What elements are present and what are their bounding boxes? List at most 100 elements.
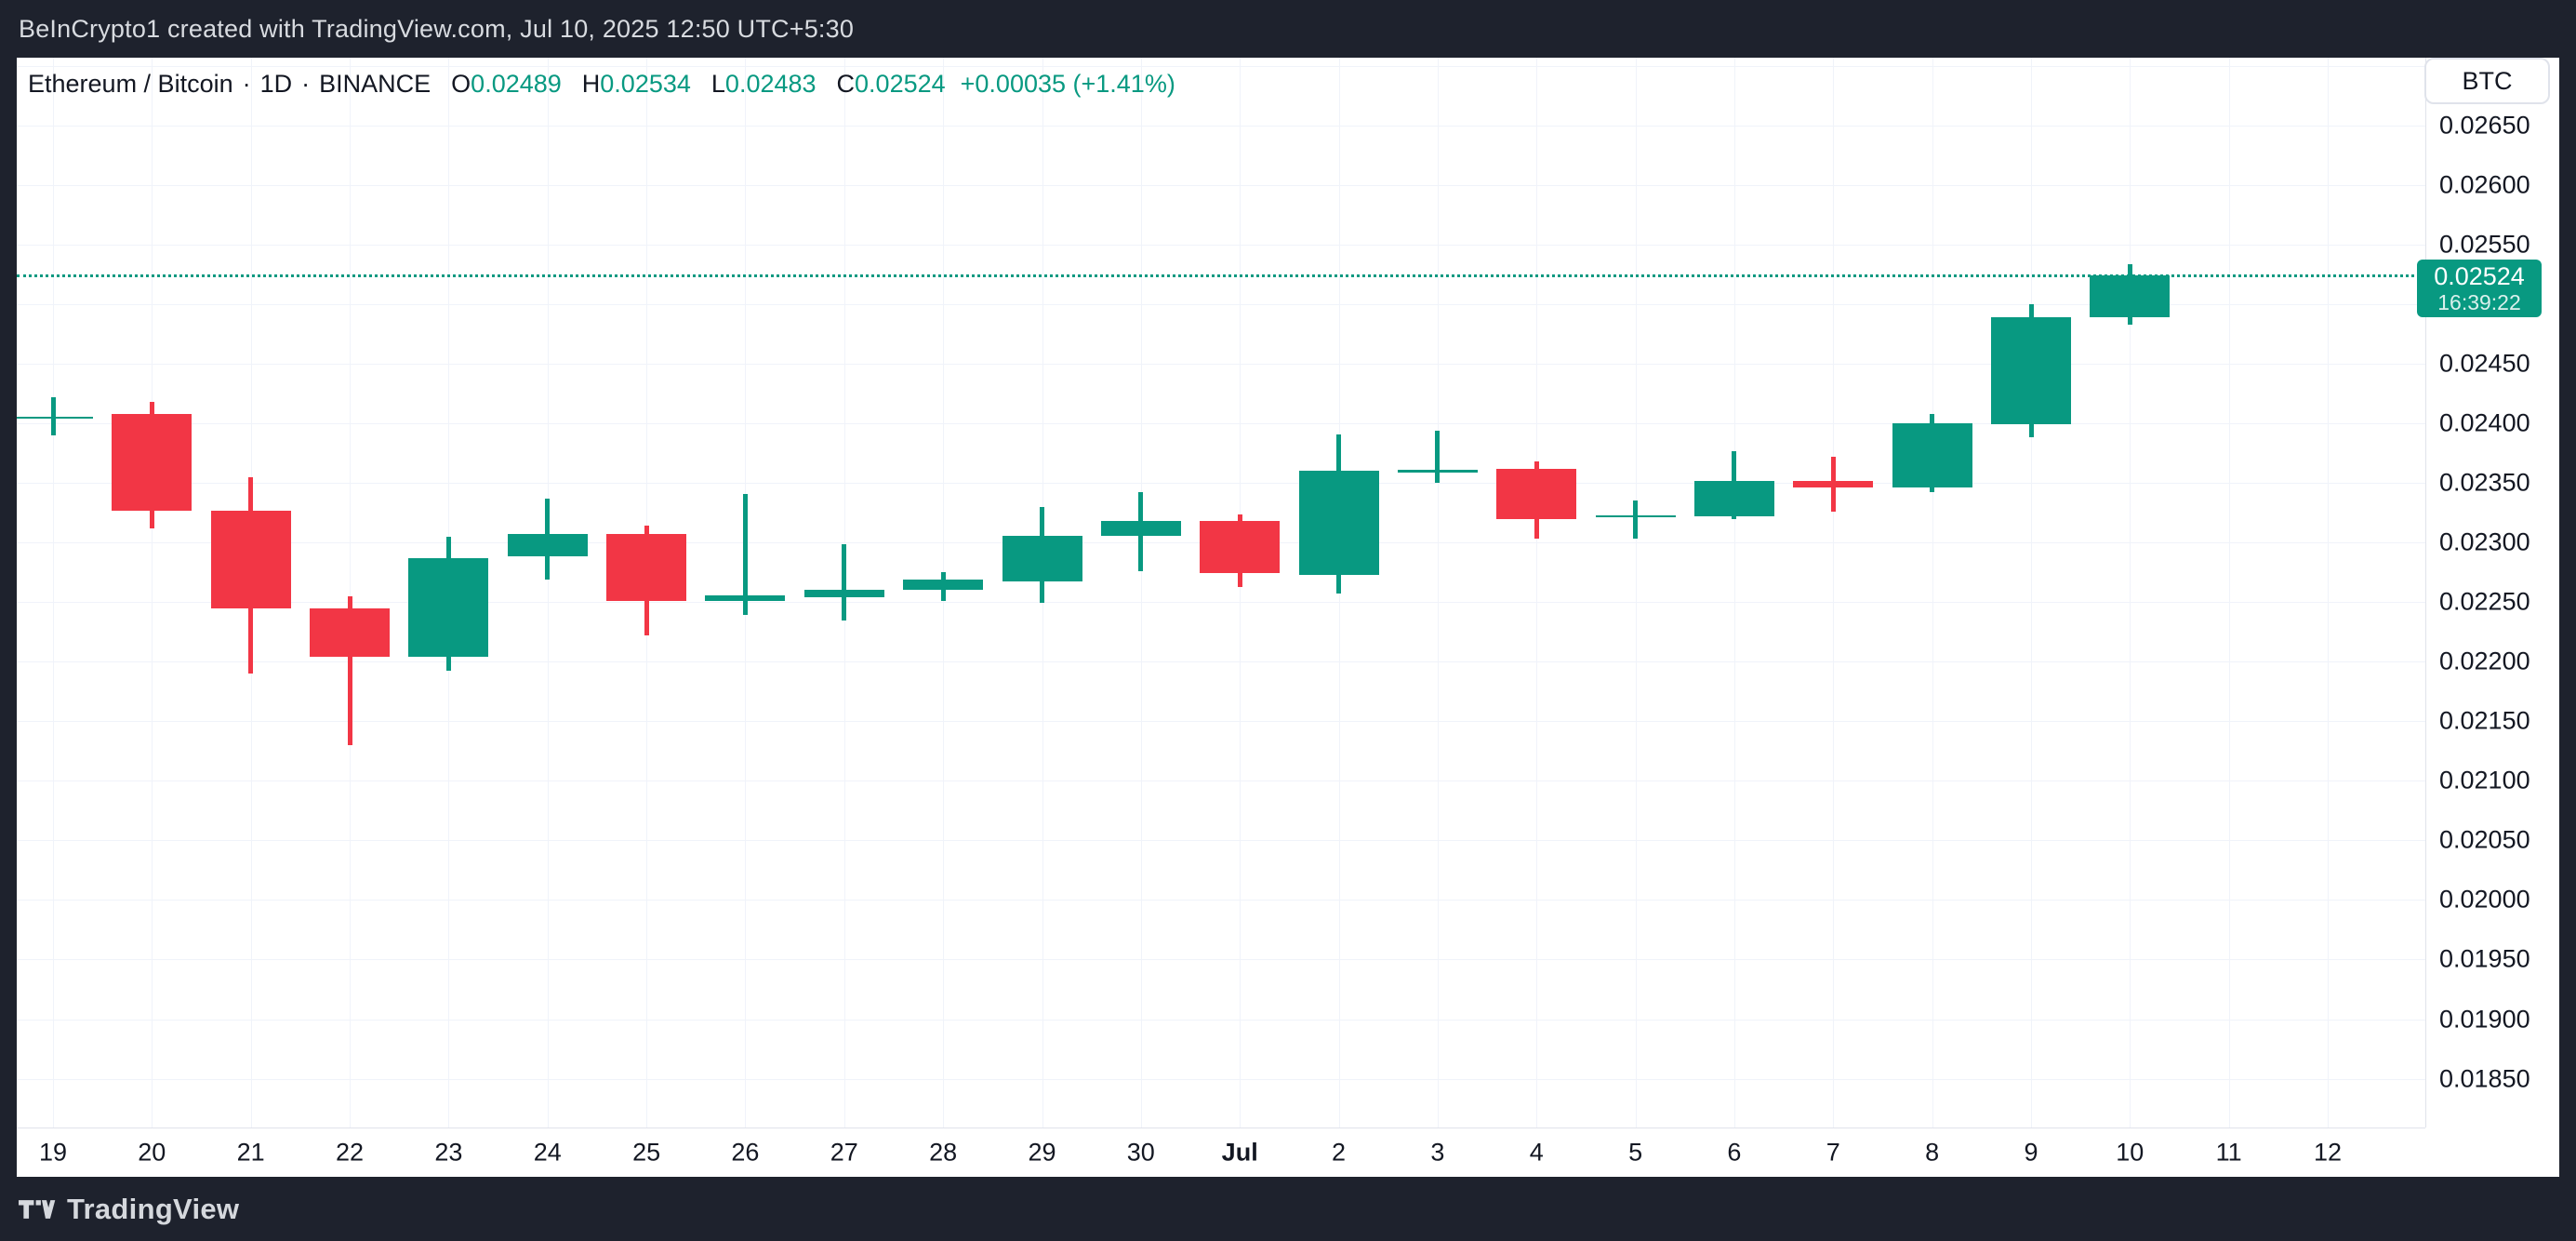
last-price-tag: 0.02524 16:39:22	[2417, 260, 2542, 318]
price-gridline	[17, 602, 2425, 604]
candle-body	[1496, 468, 1577, 519]
price-gridline	[17, 900, 2425, 901]
y-axis-label: 0.01900	[2439, 1005, 2530, 1033]
time-gridline	[53, 58, 54, 1128]
chart-legend: Ethereum / Bitcoin · 1D · BINANCE O 0.02…	[28, 65, 1175, 102]
x-axis-label: 19	[38, 1138, 68, 1167]
y-axis-label: 0.02250	[2439, 587, 2530, 616]
candle-body	[408, 557, 489, 658]
price-scale[interactable]: 0.02650 0.02600 0.02550 0.02450 0.02400 0.023…	[2425, 58, 2559, 1128]
candle-body	[1991, 317, 2071, 425]
tradingview-wordmark: TradingView	[67, 1192, 240, 1225]
x-axis-label: 27	[830, 1138, 858, 1167]
price-gridline	[17, 1019, 2425, 1021]
low-label: L	[710, 69, 725, 98]
time-gridline	[1240, 58, 1242, 1128]
candle-body	[903, 579, 984, 591]
time-gridline	[1932, 58, 1933, 1128]
x-axis-label: 20	[138, 1138, 166, 1167]
candle-body	[705, 594, 786, 601]
time-gridline	[1733, 58, 1735, 1128]
chart-plot-area[interactable]	[17, 58, 2425, 1128]
candle-wick	[1633, 500, 1639, 540]
time-gridline	[1833, 58, 1835, 1128]
y-axis-label: 0.02150	[2439, 706, 2530, 735]
currency-unit-button[interactable]: BTC	[2424, 58, 2550, 104]
high-value: 0.02534	[600, 69, 691, 98]
y-axis-label: 0.02350	[2439, 468, 2530, 497]
x-axis-label: 4	[1529, 1138, 1544, 1167]
time-gridline	[2328, 58, 2329, 1128]
tradingview-logo[interactable]: TradingView	[19, 1193, 239, 1226]
close-value: 0.02524	[855, 69, 946, 98]
candle-body	[2090, 275, 2171, 318]
time-gridline	[1635, 58, 1637, 1128]
low-value: 0.02483	[724, 69, 817, 98]
y-axis-label: 0.01850	[2439, 1064, 2530, 1092]
x-axis-label: 11	[2215, 1138, 2242, 1167]
candle-body	[1100, 521, 1181, 536]
candle-body	[1298, 471, 1379, 575]
snapshot-footer-bar: TradingView	[0, 1177, 2576, 1241]
last-price-value: 0.02524	[2434, 262, 2525, 291]
price-gridline	[17, 1078, 2425, 1080]
time-gridline	[1536, 58, 1538, 1128]
x-axis-label: 21	[236, 1138, 265, 1167]
x-axis-label: 8	[1925, 1138, 1940, 1167]
x-axis-label: 29	[1028, 1138, 1056, 1167]
candle-body	[1793, 480, 1874, 488]
snapshot-attribution-text: BeInCrypto1 created with TradingView.com…	[19, 14, 855, 43]
y-axis-label: 0.02200	[2439, 647, 2530, 675]
y-axis-label: 0.02050	[2439, 825, 2530, 854]
x-axis-label: 22	[335, 1138, 365, 1167]
price-gridline	[17, 840, 2425, 842]
interval-label: 1D	[259, 69, 293, 98]
candle-body	[210, 510, 291, 608]
candle-wick	[842, 543, 847, 620]
close-label: C	[836, 69, 856, 98]
price-gridline	[17, 245, 2425, 247]
x-axis-label: 23	[434, 1138, 463, 1167]
time-gridline	[1437, 58, 1439, 1128]
candle-body	[310, 607, 390, 658]
y-axis-label: 0.02550	[2439, 230, 2530, 259]
price-gridline	[17, 721, 2425, 723]
last-price-line	[17, 274, 2425, 277]
x-axis-label: 7	[1826, 1138, 1840, 1167]
candle-body	[1200, 521, 1281, 574]
change-value: +0.00035 (+1.41%)	[960, 69, 1175, 98]
y-axis-label: 0.02300	[2439, 527, 2530, 556]
candle-body	[1693, 480, 1774, 516]
x-axis-label: Jul	[1221, 1138, 1258, 1167]
time-gridline	[1140, 58, 1142, 1128]
candle-body	[17, 416, 93, 420]
countdown-timer: 16:39:22	[2437, 290, 2521, 315]
time-gridline	[547, 58, 549, 1128]
candle-body	[606, 534, 687, 601]
candle-body	[1892, 423, 1972, 488]
open-value: 0.02489	[471, 69, 562, 98]
y-axis-label: 0.02100	[2439, 766, 2530, 794]
x-axis-label: 10	[2116, 1138, 2144, 1167]
price-gridline	[17, 126, 2425, 127]
time-gridline	[2130, 58, 2131, 1128]
candle-body	[1397, 470, 1478, 473]
time-scale[interactable]: 19 20 21 22 23 24 25 26 27 28 29 30 Jul 2 3 4 5 6 7 8 9 10 11 1…	[17, 1128, 2425, 1177]
x-axis-label: 9	[2024, 1138, 2038, 1167]
candle-wick	[742, 493, 748, 616]
x-axis-label: 6	[1727, 1138, 1742, 1167]
x-axis-label: 25	[632, 1138, 661, 1167]
price-gridline	[17, 185, 2425, 186]
snapshot-header-bar: BeInCrypto1 created with TradingView.com…	[0, 0, 2576, 58]
candle-body	[1595, 514, 1676, 518]
symbol-title: Ethereum / Bitcoin	[28, 69, 233, 98]
exchange-label: BINANCE	[319, 69, 432, 98]
time-gridline	[2228, 58, 2230, 1128]
legend-separator: ·	[242, 69, 251, 98]
time-gridline	[2031, 58, 2032, 1128]
candle-body	[803, 590, 884, 598]
price-gridline	[17, 66, 2425, 67]
candle-body	[112, 413, 193, 511]
price-gridline	[17, 423, 2425, 425]
x-axis-label: 24	[533, 1138, 562, 1167]
